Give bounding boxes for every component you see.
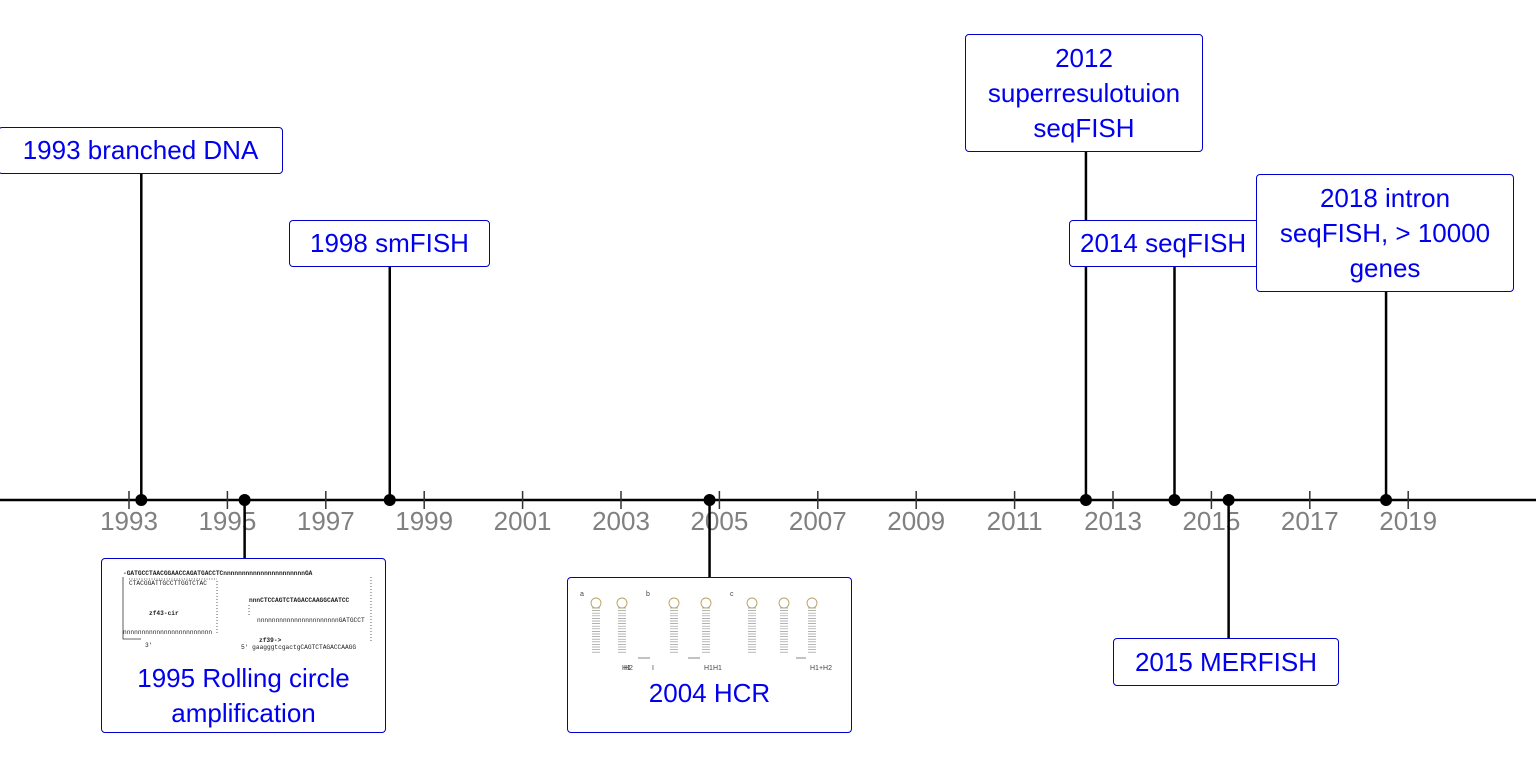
event-label: 1993 branched DNA (22, 135, 259, 165)
rca-seq-line3: nnnCTCCAGTCTAGACCAAGGCAATCC (249, 597, 350, 604)
event-box-rolling-circle: -GATGCCTAACGGAACCAGATGACCTCnnnnnnnnnnnnn… (101, 558, 386, 733)
hcr-hairpin (806, 597, 817, 653)
rca-circle-outline (122, 577, 371, 641)
rca-seq-line6: nnnnnnnnnnnnnnnnnnnnnnnn (123, 629, 212, 636)
event-box-intron-seqfish: 2018 intron seqFISH, > 10000 genes (1256, 174, 1514, 292)
axis-tick-label: 2013 (1084, 506, 1142, 536)
event-box-merfish: 2015 MERFISH (1113, 638, 1339, 686)
axis-tick-label: 1999 (395, 506, 453, 536)
rca-seq-line1: -GATGCCTAACGGAACCAGATGACCTCnnnnnnnnnnnnn… (123, 570, 313, 577)
hcr-hairpin (746, 597, 757, 653)
event-dot-smfish (383, 494, 396, 506)
event-dot-hcr (703, 494, 716, 506)
event-dot-bdna (135, 494, 148, 506)
rca-seq-line7: zf39-> (259, 637, 282, 644)
event-dot-merfish (1222, 494, 1235, 506)
axis-tick-label: 2015 (1182, 506, 1240, 536)
rca-seq-line8: 5' gaagggtcgactgCAGTCTAGACCAAGG (241, 644, 356, 651)
axis-tick-label: 2005 (690, 506, 748, 536)
event-box-hcr: a b c H1 H2 I H1H1 H1+H2 2004 HCR (567, 577, 852, 733)
event-dot-sr-seqfish (1079, 494, 1092, 506)
hcr-hairpin (700, 597, 711, 653)
axis-tick-label: 2011 (987, 506, 1043, 536)
event-label: 1995 Rolling circle amplification (137, 663, 350, 728)
event-label: 2018 intron seqFISH, > 10000 genes (1279, 182, 1491, 283)
hcr-hairpin (590, 597, 601, 653)
event-label: 2014 seqFISH (1080, 228, 1247, 258)
axis-tick-label: 2017 (1281, 506, 1339, 536)
rca-seq-line5: nnnnnnnnnnnnnnnnnnnnnnGATGCCT (257, 617, 365, 624)
axis-tick-label: 2019 (1379, 506, 1437, 536)
rca-seq-line9: 3' (145, 642, 152, 649)
axis-tick-label: 2003 (592, 506, 650, 536)
hcr-panel-c: c (730, 591, 734, 598)
hcr-hairpin-figure: a b c H1 H2 I H1H1 H1+H2 (580, 591, 832, 672)
rca-sequence-figure: -GATGCCTAACGGAACCAGATGACCTCnnnnnnnnnnnnn… (122, 570, 371, 651)
hcr-h2-label: H2 (624, 665, 633, 672)
event-label: 1998 smFISH (310, 228, 469, 258)
axis-tick-label: 1993 (100, 506, 158, 536)
event-label: 2015 MERFISH (1134, 646, 1318, 677)
axis-ticks: 1993 1995 1997 1999 2001 2003 2005 2007 2009 2011… (100, 491, 1437, 536)
axis-tick-label: 1997 (297, 506, 355, 536)
event-dot-rca (238, 494, 251, 506)
hcr-hairpin (778, 597, 789, 653)
rca-seq-line4: zf43-cir (149, 610, 179, 617)
hcr-i-label: I (652, 665, 654, 672)
hcr-hairpin (616, 597, 627, 653)
hcr-h1-label: H1 (622, 665, 631, 672)
event-dot-seqfish (1168, 494, 1181, 506)
event-box-smfish: 1998 smFISH (289, 220, 490, 267)
event-dot-intron (1380, 494, 1393, 506)
event-box-branched-dna: 1993 branched DNA (0, 127, 283, 174)
hcr-h1h2-label: H1+H2 (810, 665, 832, 672)
hcr-hairpin (668, 597, 679, 653)
event-stems (135, 152, 1393, 638)
hcr-panel-a: a (580, 591, 584, 598)
hcr-panel-b: b (646, 591, 650, 598)
event-label: 2004 HCR (648, 678, 771, 708)
axis-tick-label: 2009 (887, 506, 945, 536)
rca-seq-line2: CTACGGATTGCCTTGGTCTAC (129, 580, 207, 587)
event-label: 2012 superresulotuion seqFISH (987, 42, 1181, 143)
event-box-seqfish: 2014 seqFISH (1069, 220, 1269, 267)
hcr-h1h1-label: H1H1 (704, 665, 722, 672)
axis-tick-label: 1995 (198, 506, 256, 536)
axis-tick-label: 2007 (789, 506, 847, 536)
axis-tick-label: 2001 (494, 506, 552, 536)
event-box-superresolution-seqfish: 2012 superresulotuion seqFISH (965, 34, 1203, 152)
hcr-hairpins (590, 597, 817, 659)
